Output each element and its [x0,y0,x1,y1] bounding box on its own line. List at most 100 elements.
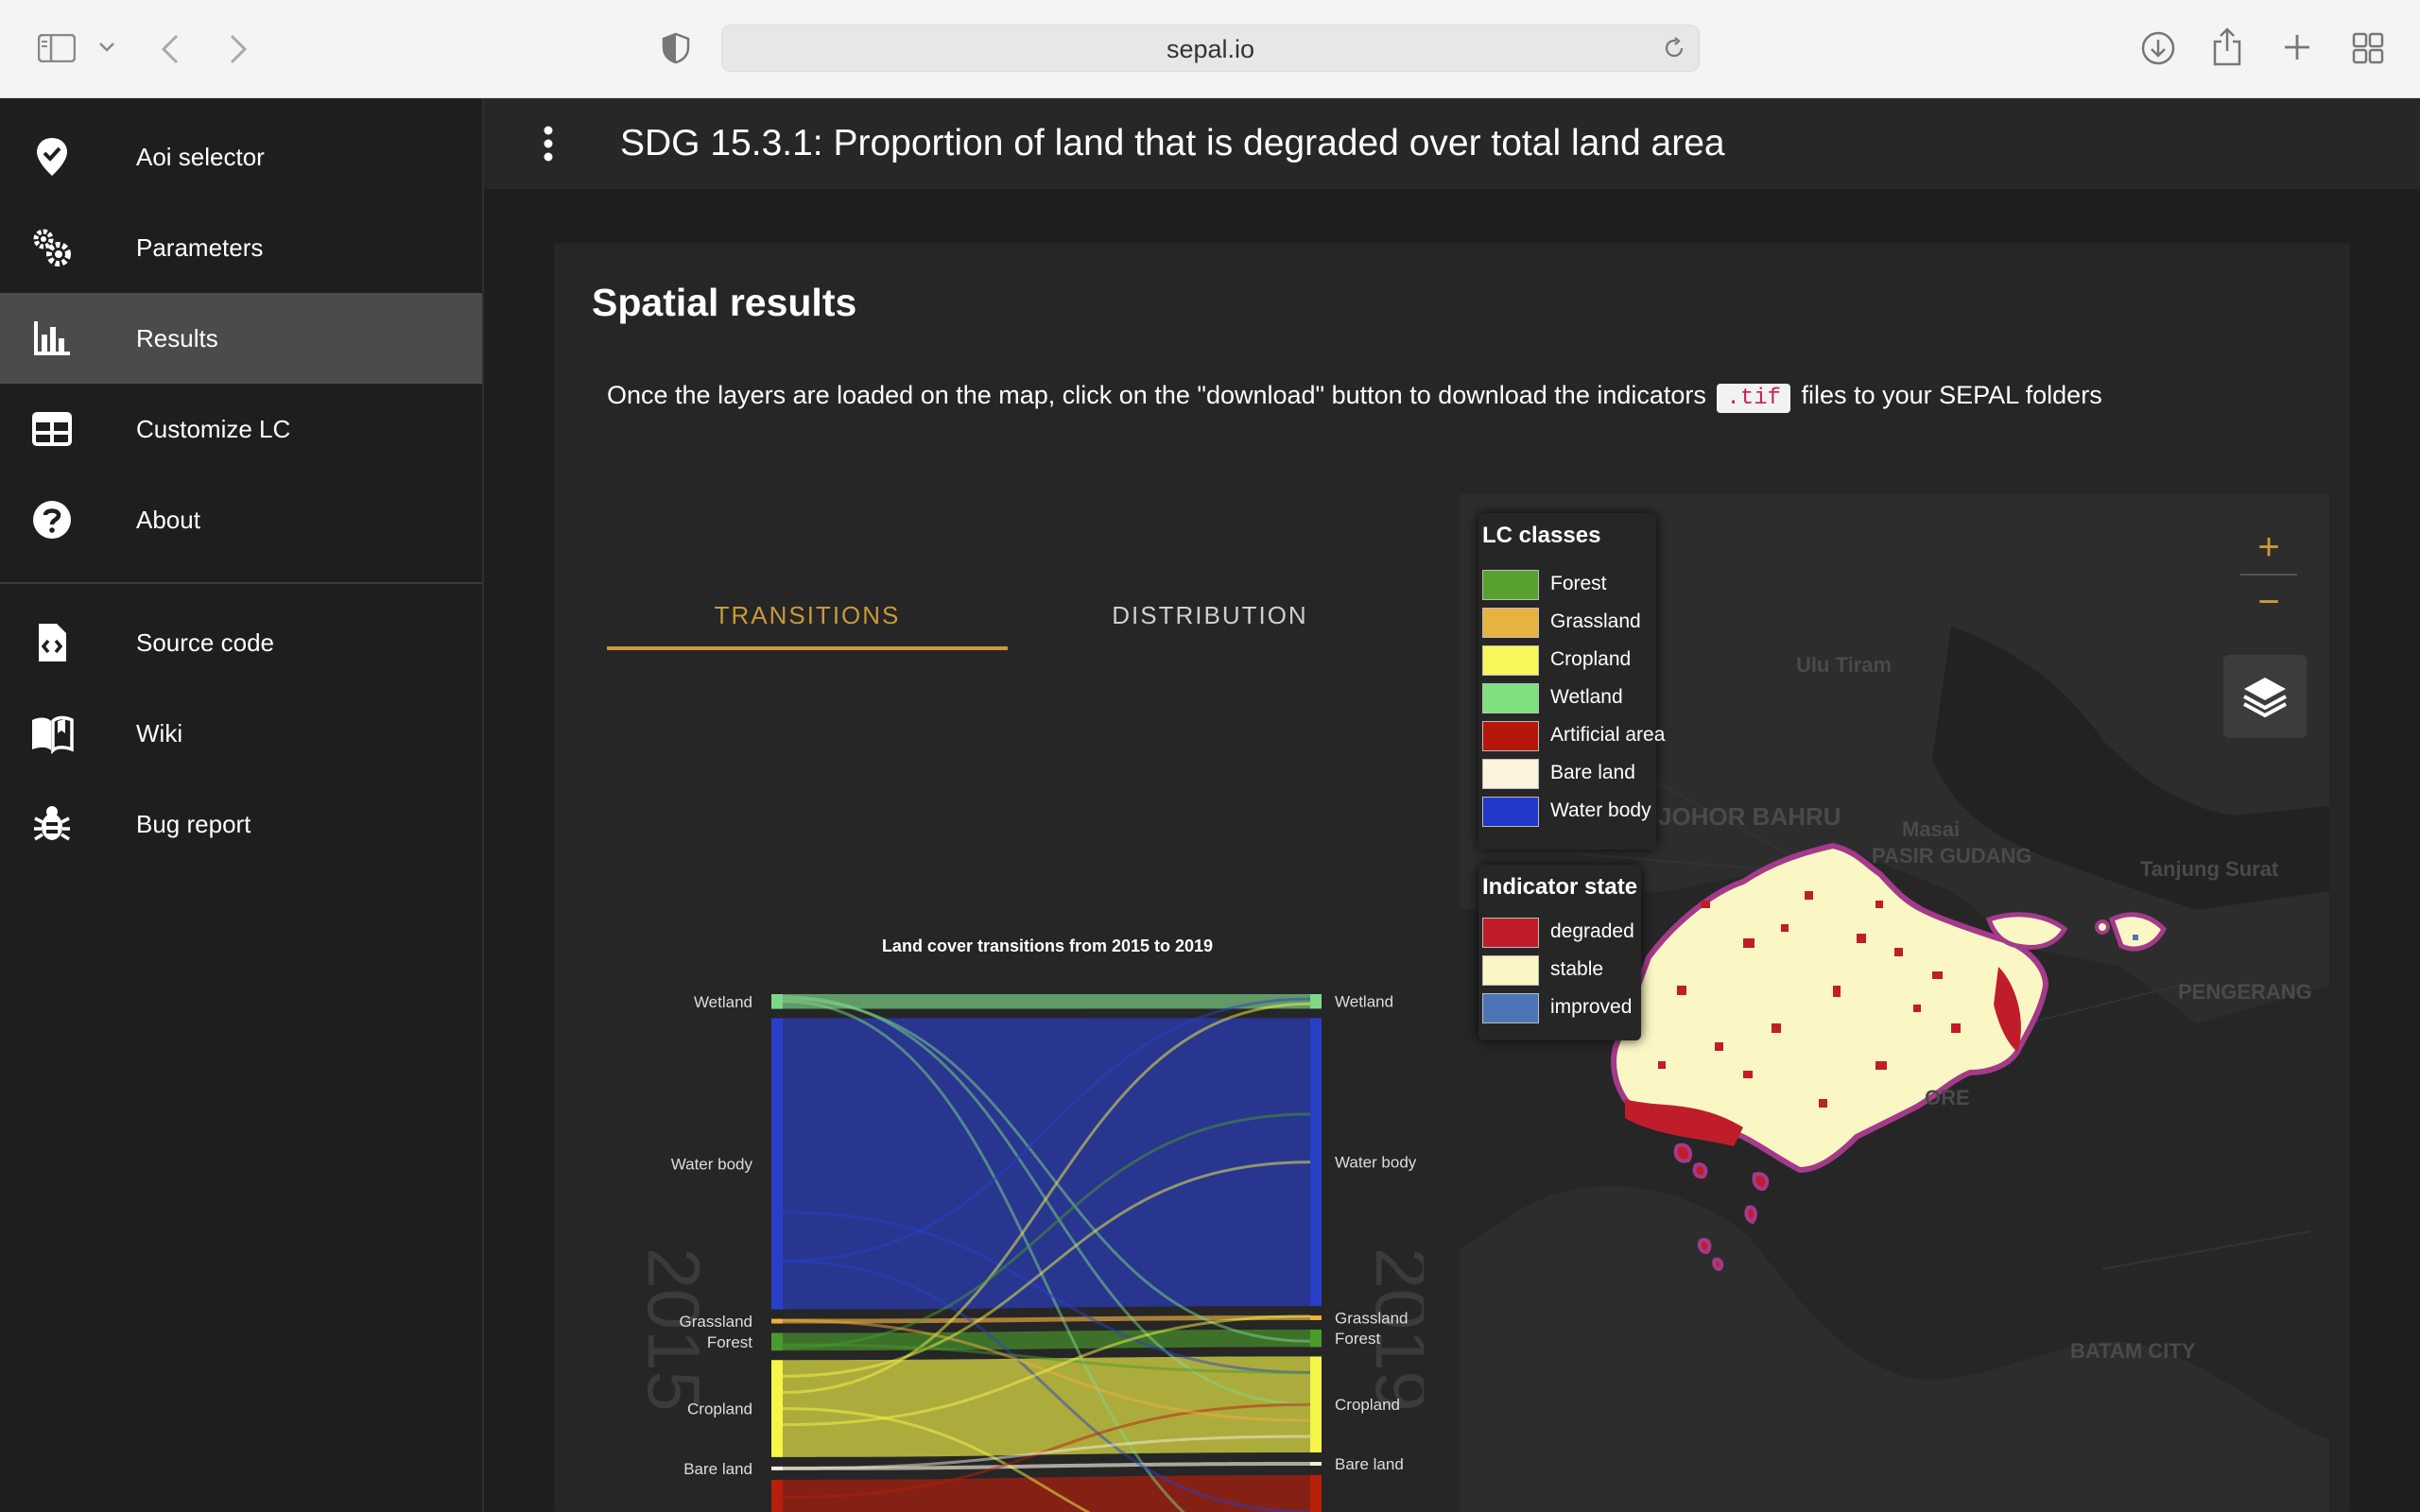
instructions-part-1: Once the layers are loaded on the map, c… [607,381,1706,409]
sankey-node-right [1310,1315,1322,1320]
page-title: SDG 15.3.1: Proportion of land that is d… [620,123,1725,163]
download-icon[interactable] [2140,30,2176,66]
sankey-node-left [771,1479,783,1512]
legend-label: Water body [1550,799,1651,821]
sankey-transition-link [782,1435,1311,1470]
sidebar-item-label: Source code [136,628,274,657]
map-label: JOHOR BAHRU [1658,802,1841,831]
tab-distribution[interactable]: DISTRIBUTION [1112,601,1308,629]
sankey-node-left [771,1466,783,1470]
sidebar-link-bug-report[interactable]: Bug report [0,779,482,869]
book-open-icon [32,715,74,754]
zoom-out-button[interactable]: − [2257,581,2280,623]
results-card: Spatial results Once the layers are load… [554,243,2350,1512]
tab-transitions[interactable]: TRANSITIONS [714,601,901,629]
active-tab-indicator [607,646,1008,650]
legend-swatch [1482,721,1539,751]
sankey-link-cropland [783,1356,1310,1457]
table-icon [32,412,72,446]
sankey-transition-link [782,1002,1311,1394]
sidebar-item-label: About [136,506,200,534]
sankey-node-right [1310,1474,1322,1512]
zoom-in-button[interactable]: + [2257,526,2280,568]
section-title: Spatial results [592,281,857,324]
gears-icon [33,229,71,266]
sankey-node-label-right: Wetland [1335,993,1393,1011]
instructions-part-2: files to your SEPAL folders [1801,381,2102,409]
sidebar-divider [0,582,482,584]
map-label: Tanjung Surat [2140,857,2279,881]
sankey-node-right [1310,1329,1322,1348]
reload-icon[interactable] [1663,37,1685,60]
legend-swatch [1482,918,1539,948]
chart-title: Land cover transitions from 2015 to 2019 [882,936,1213,955]
sankey-link-forest [783,1329,1310,1351]
sidebar-item-about[interactable]: About [0,474,482,565]
zoom-control: + − [2240,521,2297,630]
legend-label: degraded [1550,920,1634,942]
sankey-node-left [771,1360,783,1457]
sidebar-item-customize-lc[interactable]: Customize LC [0,384,482,474]
sankey-node-label-right: Grassland [1335,1310,1408,1328]
map-label: PENGERANG [2178,980,2312,1004]
chevron-down-icon[interactable] [98,42,115,53]
sankey-link-wetland [783,994,1310,1009]
map-marker-check-icon [37,138,67,176]
legend-swatch [1482,993,1539,1023]
tab-overview-icon[interactable] [2352,32,2384,64]
sankey-transition-link [782,1000,1185,1512]
sankey-chart: 2015 2019 Wetland Water body Grassland Forest… [632,936,1424,1512]
legend-swatch [1482,570,1539,600]
map-label: BATAM CITY [2070,1339,2196,1363]
forward-arrow-icon[interactable] [229,34,248,64]
sankey-node-right [1310,1018,1322,1307]
share-icon[interactable] [2212,26,2242,66]
new-tab-icon[interactable] [2282,32,2312,62]
sankey-node-left [771,1018,783,1310]
legend-label: improved [1550,996,1633,1018]
map-label: Masai [1902,817,1961,841]
file-extension-code: .tif [1717,384,1791,413]
layers-button[interactable] [2223,655,2307,738]
help-circle-icon [33,501,71,539]
lc-classes-legend: LC classes Forest Grassland Cropland Wet… [1478,513,1665,850]
navigation-drawer: Aoi selector Parameters Results Customiz… [0,98,484,1512]
sankey-node-left [771,1332,783,1351]
app-bar: SDG 15.3.1: Proportion of land that is d… [484,98,2420,189]
more-vert-icon[interactable] [526,123,571,164]
instructions-text: Once the layers are loaded on the map, c… [607,381,2102,413]
sidebar-link-wiki[interactable]: Wiki [0,688,482,779]
address-bar[interactable]: sepal.io [721,25,1700,72]
year-2015-label: 2015 [632,1247,716,1412]
sidebar-item-label: Wiki [136,719,183,747]
legend-label: Forest [1550,573,1607,594]
map-label: ORE [1925,1086,1970,1109]
sankey-node-label-right: Water body [1335,1154,1417,1172]
sankey-node-left [771,994,783,1009]
sankey-node-right [1310,1356,1322,1452]
privacy-shield-icon[interactable] [662,32,690,64]
sankey-transition-link [782,1343,1311,1374]
sankey-transition-link [782,1160,1311,1378]
sidebar-link-source-code[interactable]: Source code [0,597,482,688]
legend-swatch [1482,683,1539,713]
sankey-transition-link [782,1314,1311,1427]
sidebar-item-results[interactable]: Results [0,293,482,384]
legend-swatch [1482,955,1539,986]
legend-swatch [1482,608,1539,638]
sidebar-toggle-icon[interactable] [38,34,76,62]
sankey-transition-link [782,1112,1311,1349]
browser-toolbar: sepal.io [0,0,2420,98]
map-view[interactable]: Ulu Tiram JOHOR BAHRU Masai PASIR GUDANG… [1460,494,2329,1512]
bar-chart-icon [34,321,70,355]
sankey-node-label-left: Grassland [680,1313,752,1331]
sankey-node-label-left: Water body [671,1156,753,1174]
sankey-node-right [1310,1461,1322,1466]
legend-label: Bare land [1550,762,1635,783]
sankey-node-label-right: Forest [1335,1330,1380,1348]
sidebar-item-aoi-selector[interactable]: Aoi selector [0,112,482,202]
sidebar-item-parameters[interactable]: Parameters [0,202,482,293]
back-arrow-icon[interactable] [161,34,180,64]
bug-icon [34,806,70,841]
legend-swatch [1482,797,1539,827]
